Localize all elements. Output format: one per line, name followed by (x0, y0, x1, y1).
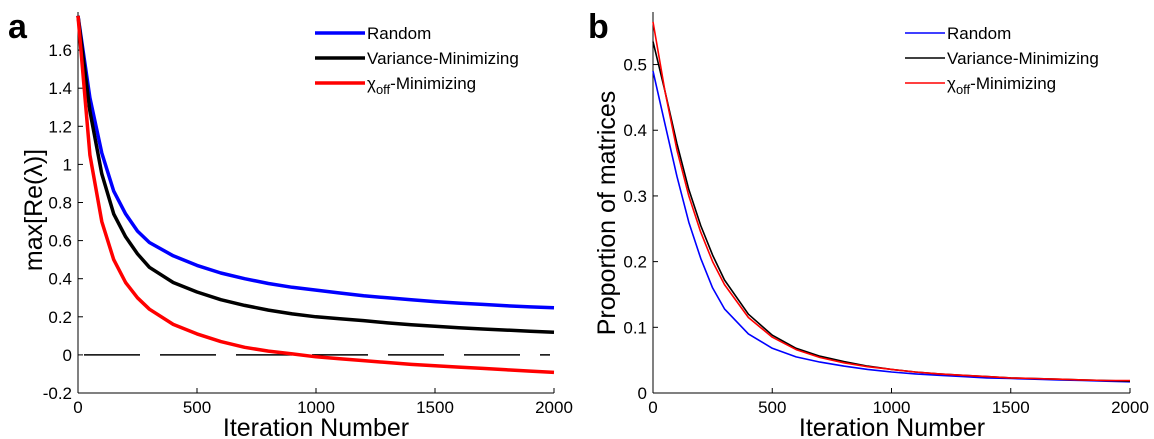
panel-b-x-ticks: 0 500 1000 1500 2000 (648, 388, 1149, 417)
x-tick-label: 2000 (1111, 398, 1149, 417)
y-tick-label: 0.6 (48, 232, 72, 251)
legend-label: Variance-Minimizing (367, 49, 519, 68)
panel-b-y-axis-label: Proportion of matrices (593, 91, 621, 336)
panel-b-y-ticks: 0 0.1 0.2 0.3 0.4 0.5 (623, 56, 658, 403)
x-tick-label: 1000 (873, 398, 911, 417)
panel-b: b Proportion of matrices Iteration Numbe… (588, 8, 1149, 439)
legend-label: χoff-Minimizing (367, 74, 476, 97)
panel-a-y-ticks: -0.2 0 0.2 0.4 0.6 0.8 1 1.2 1.4 1.6 (43, 41, 83, 403)
y-tick-label: 0 (638, 384, 647, 403)
y-tick-label: 1.6 (48, 41, 72, 60)
y-tick-label: 0.5 (623, 56, 647, 75)
panel-a: a max[Re(λ)] Iteration Number 0 500 1000 15… (8, 8, 573, 439)
x-tick-label: 1500 (992, 398, 1030, 417)
y-tick-label: -0.2 (43, 384, 72, 403)
y-tick-label: 0.3 (623, 187, 647, 206)
panel-a-label: a (8, 8, 28, 46)
panel-b-legend: Random Variance-Minimizing χoff-Minimizing (905, 24, 1099, 97)
panel-a-x-ticks: 0 500 1000 1500 2000 (73, 388, 573, 417)
x-tick-label: 0 (648, 398, 657, 417)
y-tick-label: 0.8 (48, 194, 72, 213)
y-tick-label: 0.1 (623, 318, 647, 337)
series-line-1 (652, 70, 1131, 383)
y-tick-label: 1 (63, 155, 72, 174)
y-tick-label: 0.4 (48, 270, 72, 289)
legend-label: Random (367, 24, 431, 43)
panel-a-plot-area (76, 12, 555, 394)
y-tick-label: 1.4 (48, 79, 72, 98)
panel-b-plot-area (652, 12, 1131, 394)
panel-a-legend: Random Variance-Minimizing χoff-Minimizing (315, 24, 519, 97)
legend-label: Random (947, 24, 1011, 43)
y-tick-label: 0.2 (623, 253, 647, 272)
y-tick-label: 0 (63, 346, 72, 365)
series-line-2 (652, 41, 1131, 382)
x-tick-label: 500 (758, 398, 786, 417)
legend-label: χoff-Minimizing (947, 74, 1056, 97)
legend-label: Variance-Minimizing (947, 49, 1099, 68)
x-tick-label: 2000 (535, 398, 573, 417)
y-tick-label: 0.2 (48, 308, 72, 327)
series-line-3 (76, 15, 555, 375)
x-tick-label: 1500 (416, 398, 454, 417)
series-line-3 (652, 21, 1130, 382)
x-tick-label: 500 (183, 398, 211, 417)
panel-a-y-axis-label: max[Re(λ)] (20, 149, 48, 271)
series-line-2 (76, 15, 555, 334)
y-tick-label: 1.2 (48, 117, 72, 136)
panel-b-x-axis-label: Iteration Number (799, 414, 985, 439)
series-line-1 (76, 15, 555, 310)
x-tick-label: 1000 (297, 398, 335, 417)
panel-a-x-axis-label: Iteration Number (223, 414, 409, 439)
y-tick-label: 0.4 (623, 121, 647, 140)
panel-b-label: b (588, 8, 609, 46)
x-tick-label: 0 (73, 398, 82, 417)
